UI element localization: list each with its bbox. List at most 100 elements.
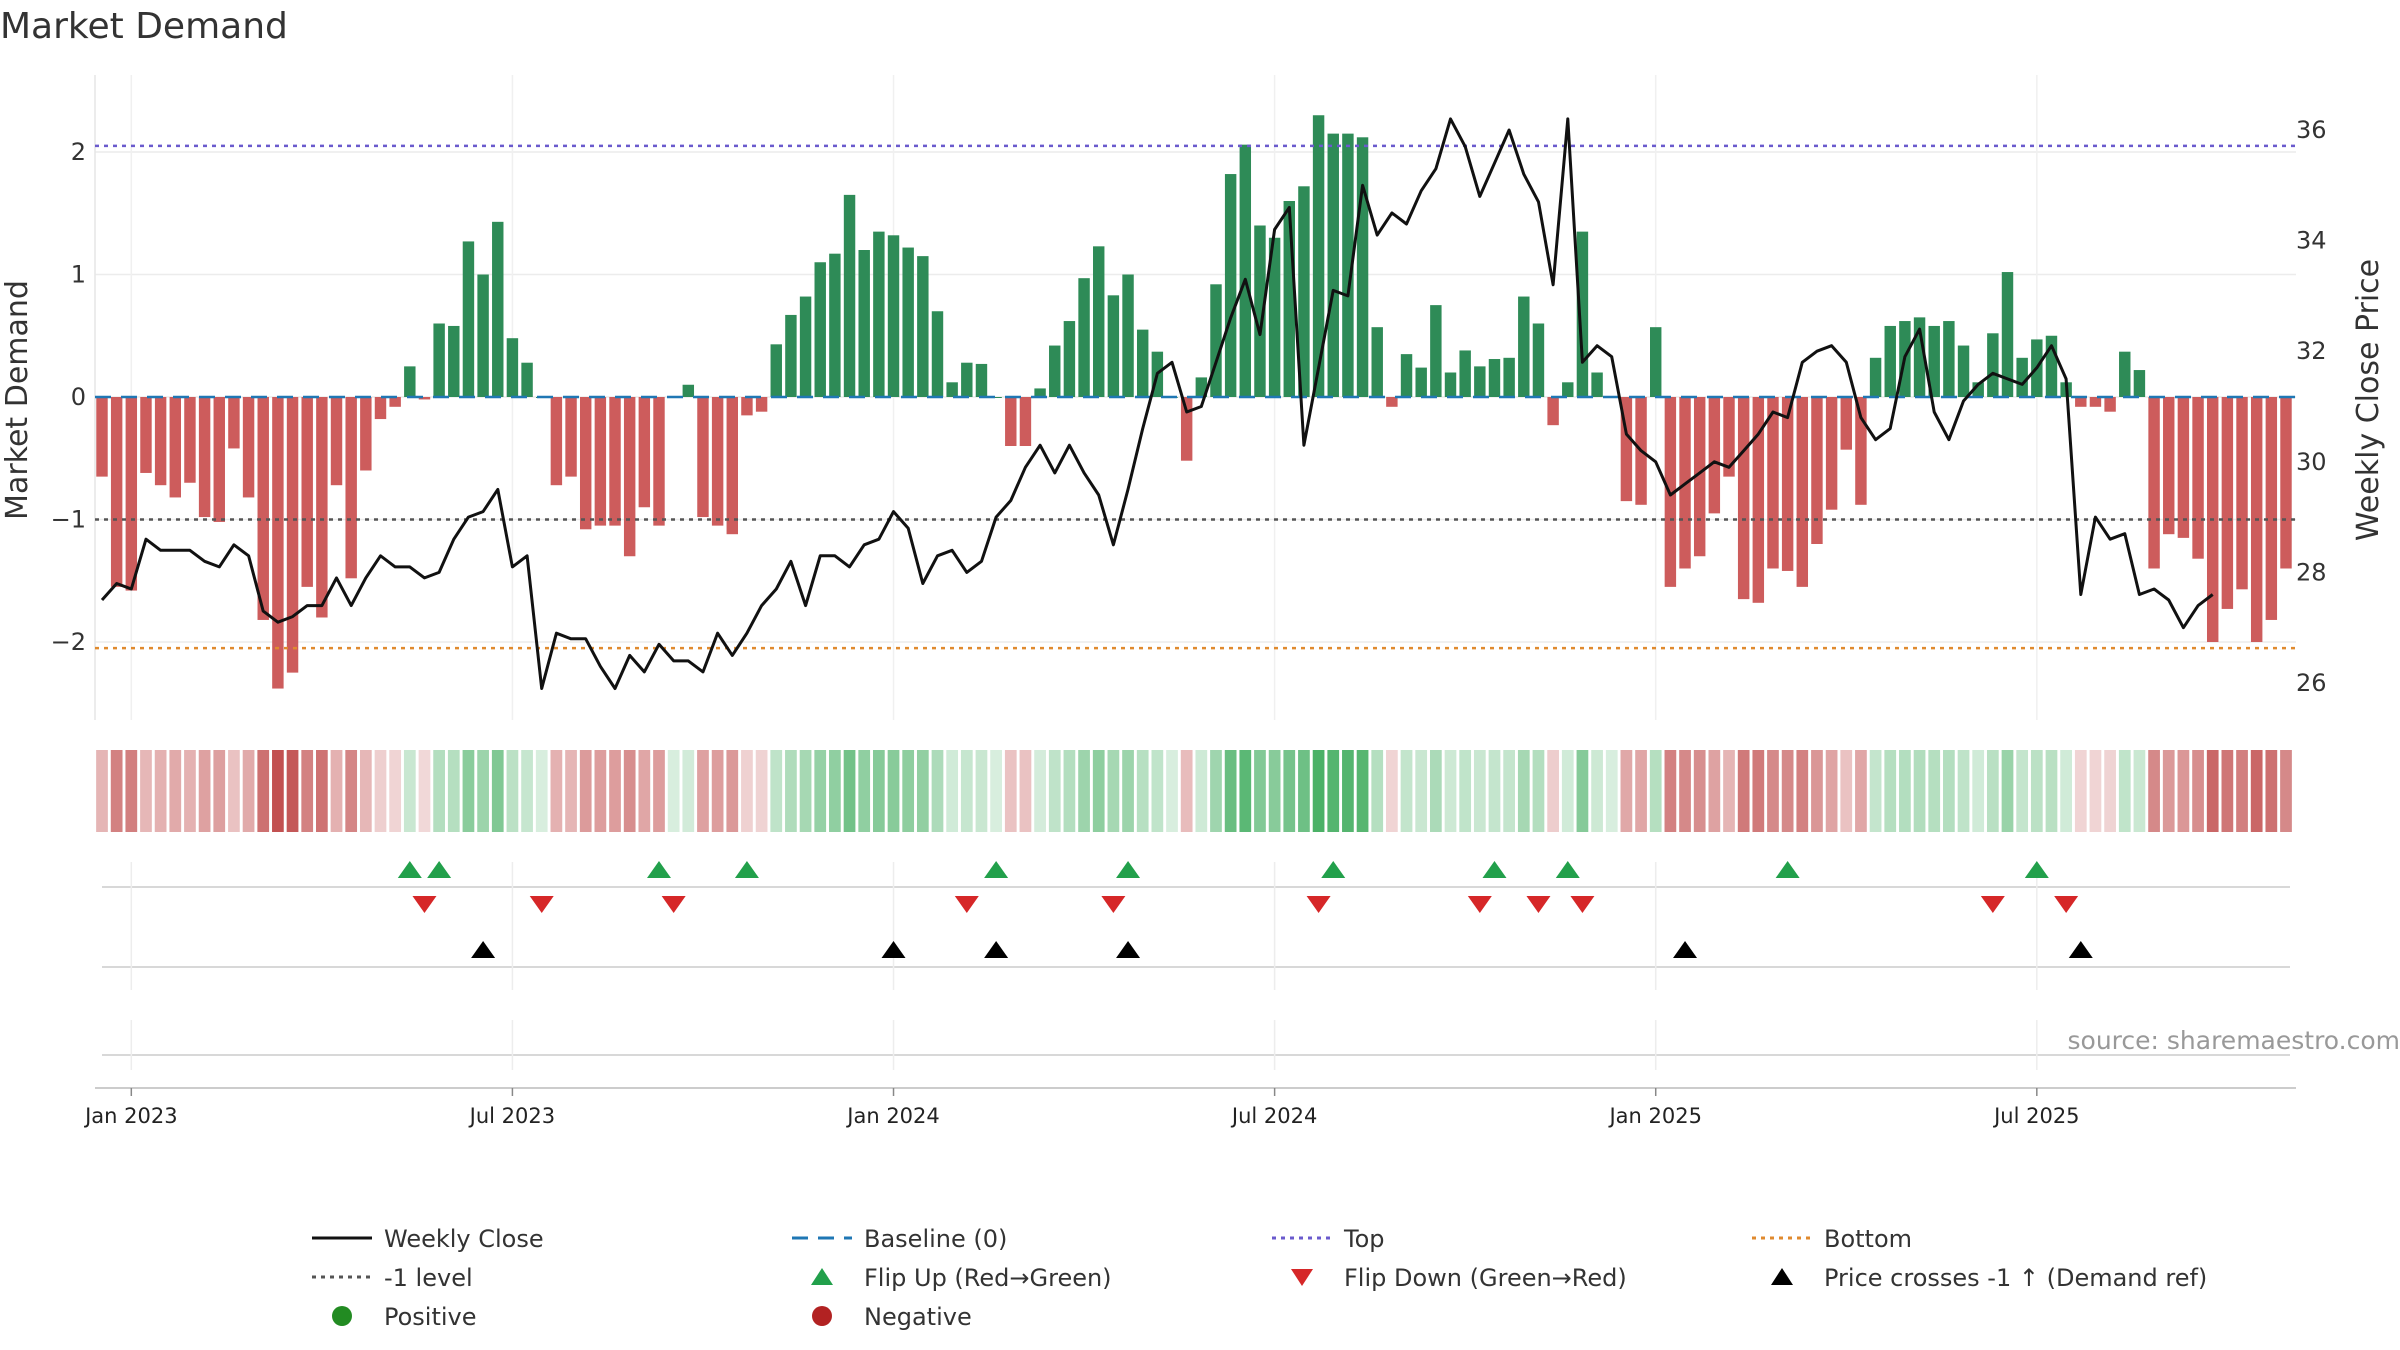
heat-cell <box>1723 750 1735 832</box>
demand-bar <box>1576 231 1589 397</box>
heat-cell <box>1825 750 1838 832</box>
demand-bar <box>1459 350 1471 397</box>
heat-cell <box>814 750 827 832</box>
heat-cell <box>330 750 343 832</box>
demand-bar <box>565 397 577 477</box>
demand-bar <box>2177 397 2190 538</box>
heat-cell <box>858 750 871 832</box>
demand-bar <box>887 235 900 397</box>
demand-bar <box>154 397 167 486</box>
heat-cell <box>1855 750 1867 832</box>
event-markers <box>102 861 2290 1070</box>
heat-cell <box>1444 750 1457 832</box>
flip-up-marker <box>1321 861 1346 878</box>
heat-cell <box>1136 750 1149 832</box>
demand-bar <box>1254 225 1266 397</box>
demand-bar <box>1342 133 1354 397</box>
demand-bar <box>917 256 929 397</box>
heat-cell <box>257 750 270 832</box>
demand-bar <box>2265 397 2278 620</box>
right-tick-label: 34 <box>2296 227 2327 255</box>
heat-cell <box>1561 750 1574 832</box>
heat-cell <box>1254 750 1266 832</box>
demand-bar <box>1811 397 1823 544</box>
demand-bar <box>2148 397 2160 569</box>
demand-bar <box>1180 397 1193 461</box>
demand-bar <box>961 362 973 397</box>
heat-cell <box>301 750 314 832</box>
price-cross-marker <box>2068 941 2093 958</box>
demand-bar <box>169 397 182 498</box>
demand-bar <box>741 397 753 416</box>
demand-bar <box>492 221 504 397</box>
demand-bar <box>2133 370 2146 397</box>
demand-bar <box>330 397 343 486</box>
heat-cell <box>2250 750 2263 832</box>
heat-cell <box>1283 750 1296 832</box>
demand-bar <box>462 241 475 397</box>
heat-cell <box>345 750 358 832</box>
flip-down-marker <box>1980 896 2005 913</box>
heat-cell <box>154 750 167 832</box>
demand-bar <box>521 362 533 397</box>
heat-cell <box>1195 750 1208 832</box>
heat-cell <box>2074 750 2087 832</box>
demand-bar <box>198 397 211 518</box>
heat-cell <box>2045 750 2058 832</box>
heat-cell <box>726 750 739 832</box>
heat-cell <box>1708 750 1721 832</box>
flip-down-marker <box>1467 896 1492 913</box>
heat-cell <box>1473 750 1486 832</box>
legend-label: Bottom <box>1824 1225 1912 1253</box>
heat-cell <box>1078 750 1090 832</box>
legend-label: Weekly Close <box>384 1225 544 1253</box>
demand-bar <box>2075 397 2087 407</box>
demand-bar <box>96 397 108 477</box>
flip-up-marker <box>984 861 1009 878</box>
demand-bar <box>1063 321 1076 397</box>
heat-cell <box>374 750 387 832</box>
heat-cell <box>1899 750 1911 832</box>
heat-cell <box>2060 750 2072 832</box>
demand-bar <box>404 366 416 397</box>
heat-cell <box>1048 750 1061 832</box>
demand-bar <box>1415 367 1427 397</box>
heat-cell <box>1913 750 1926 832</box>
demand-bar <box>829 253 841 397</box>
demand-bar <box>814 262 826 397</box>
heat-cell <box>1635 750 1647 832</box>
heat-cell <box>2162 750 2175 832</box>
heat-cell <box>198 750 211 832</box>
demand-bar <box>755 397 768 412</box>
x-tick-label: Jul 2023 <box>468 1104 555 1128</box>
demand-bar <box>1386 397 1398 407</box>
demand-bar <box>1239 144 1252 397</box>
heat-cell <box>1737 750 1750 832</box>
demand-bar <box>242 397 255 498</box>
heat-cell <box>931 750 944 832</box>
flip-up-marker <box>734 861 759 878</box>
demand-bar <box>228 397 240 449</box>
demand-heat-strip <box>96 750 2292 832</box>
demand-bar <box>682 384 695 397</box>
demand-bar <box>902 247 914 397</box>
demand-bar <box>1049 345 1061 397</box>
heat-cell <box>1459 750 1472 832</box>
heat-cell <box>1415 750 1428 832</box>
heat-cell <box>1517 750 1530 832</box>
demand-bar <box>1488 359 1501 397</box>
heat-cell <box>359 750 372 832</box>
demand-bar <box>2192 397 2204 559</box>
demand-bar <box>799 296 812 397</box>
heat-cell <box>286 750 299 832</box>
demand-bar <box>1943 321 1955 397</box>
heat-cell <box>902 750 915 832</box>
heat-cell <box>418 750 431 832</box>
flip-down-marker <box>2054 896 2079 913</box>
heat-cell <box>1312 750 1325 832</box>
demand-bar <box>843 194 856 397</box>
heat-cell <box>462 750 475 832</box>
demand-bar <box>1825 397 1838 510</box>
demand-bar <box>1869 357 1882 397</box>
heat-cell <box>1429 750 1442 832</box>
